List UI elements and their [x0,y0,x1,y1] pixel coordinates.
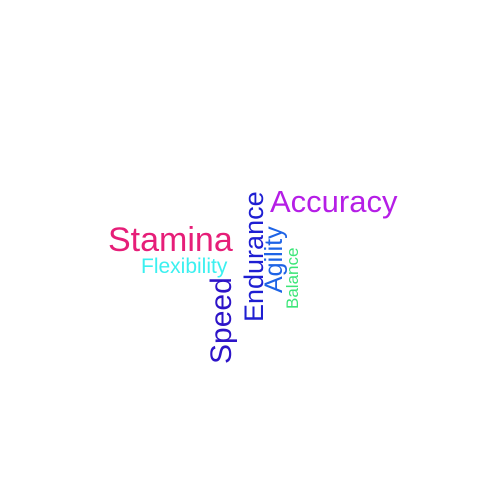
word-accuracy: Accuracy [270,184,398,219]
word-balance: Balance [283,247,302,309]
word-speed: Speed [205,277,238,364]
word-stamina: Stamina [108,221,233,259]
word-flexibility: Flexibility [141,255,228,278]
